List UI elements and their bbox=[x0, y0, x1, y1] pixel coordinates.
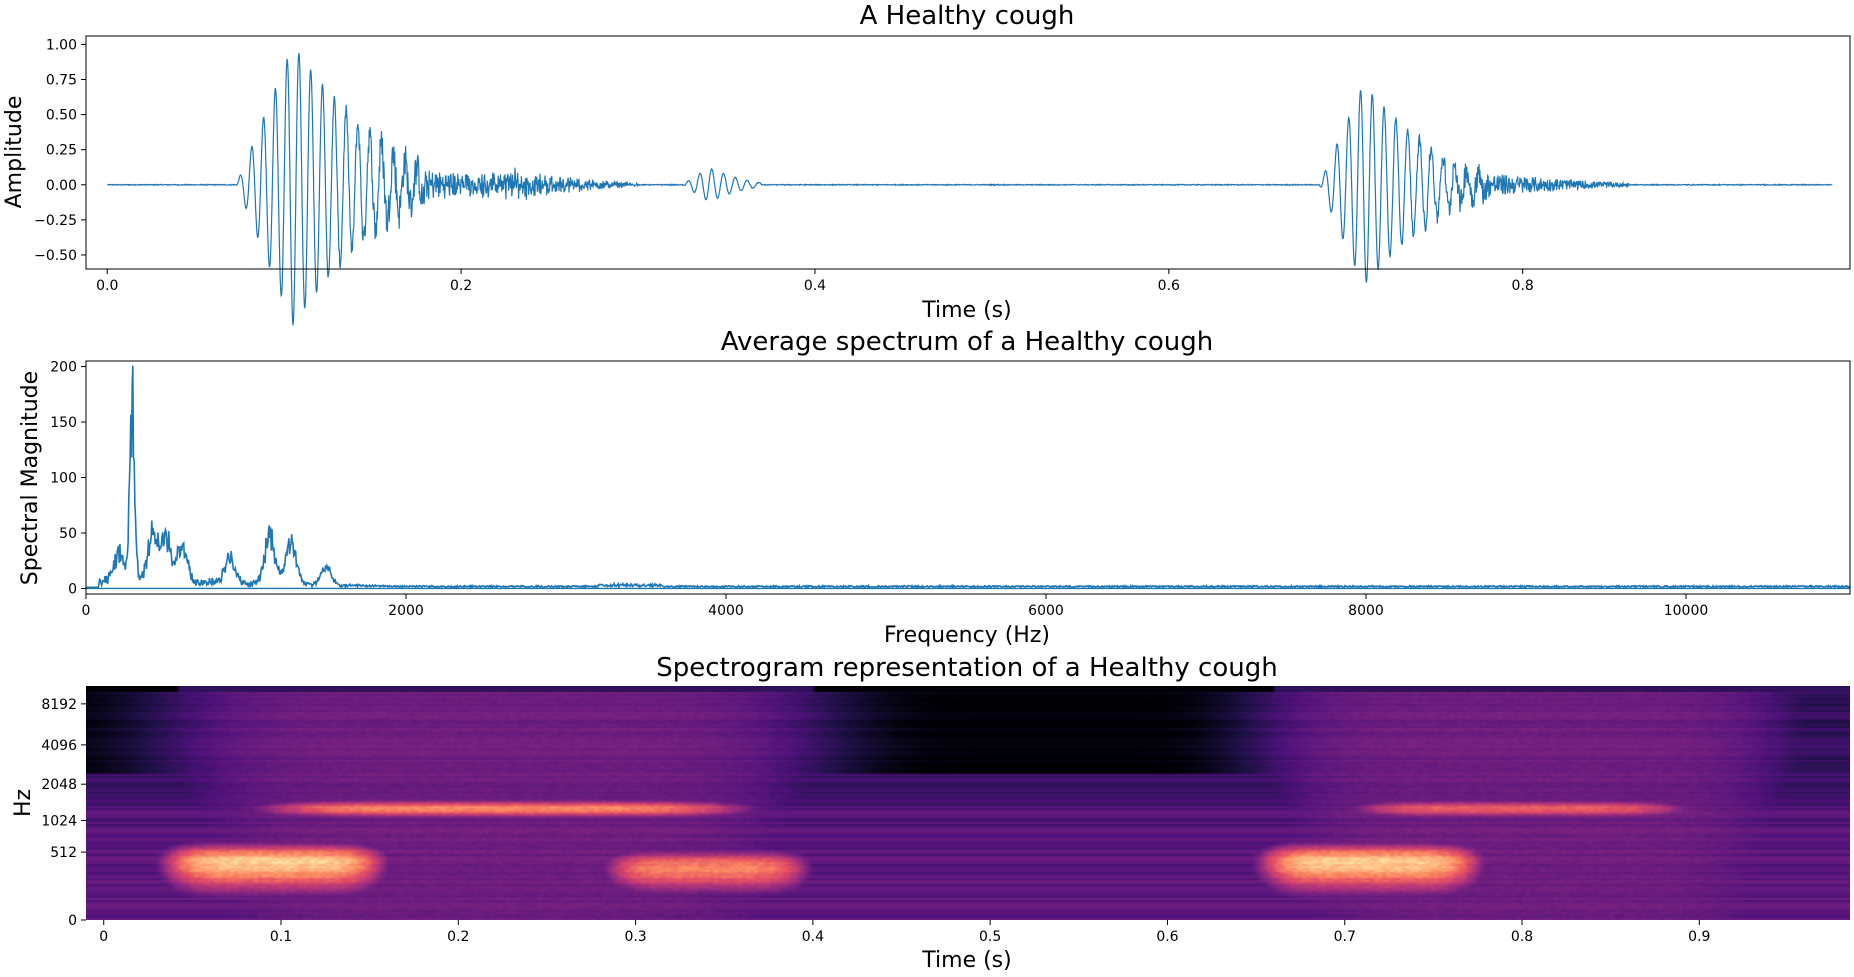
spectrum-title: Average spectrum of a Healthy cough bbox=[721, 327, 1214, 357]
x-tick-label: 0.1 bbox=[270, 929, 292, 945]
y-tick-label: 200 bbox=[50, 360, 77, 376]
spectrogram-image-container bbox=[86, 686, 1850, 920]
y-tick-label: 512 bbox=[50, 845, 77, 861]
x-tick-label: 0 bbox=[82, 603, 91, 619]
x-tick-label: 0.7 bbox=[1334, 929, 1356, 945]
x-tick-label: 0.9 bbox=[1688, 929, 1710, 945]
waveform-plot-area bbox=[106, 53, 1833, 326]
x-tick-label: 2000 bbox=[388, 603, 424, 619]
spectrum-plot-area bbox=[86, 365, 1851, 590]
x-tick-label: 10000 bbox=[1664, 603, 1709, 619]
x-tick-label: 0.3 bbox=[624, 929, 646, 945]
x-tick-label: 0.8 bbox=[1512, 278, 1534, 294]
spectrum-x-ticks: 0 2000 4000 6000 8000 10000 bbox=[82, 594, 1709, 619]
spectrogram-heatmap bbox=[86, 686, 1850, 920]
x-tick-label: 0.5 bbox=[979, 929, 1001, 945]
spectrum-axes-frame bbox=[85, 360, 1851, 595]
waveform-panel: A Healthy cough 0.0 0.2 0.4 0.6 0.8 1.00 0.75… bbox=[2, 1, 1851, 326]
spectrum-y-ticks: 0 50 100 150 200 bbox=[50, 360, 86, 597]
y-tick-label: 0.00 bbox=[46, 178, 77, 194]
x-tick-label: 0.2 bbox=[447, 929, 469, 945]
y-tick-label: 50 bbox=[59, 526, 77, 542]
waveform-axes-frame bbox=[85, 35, 1851, 270]
waveform-title: A Healthy cough bbox=[860, 1, 1075, 31]
x-tick-label: 4000 bbox=[708, 603, 744, 619]
x-tick-label: 0.4 bbox=[802, 929, 824, 945]
x-tick-label: 6000 bbox=[1028, 603, 1064, 619]
y-tick-label: 2048 bbox=[41, 777, 77, 793]
x-tick-label: 0.4 bbox=[804, 278, 826, 294]
spectrogram-panel: Spectrogram representation of a Healthy … bbox=[11, 653, 1850, 973]
spectrogram-x-label: Time (s) bbox=[921, 948, 1011, 973]
y-tick-label: 0.50 bbox=[46, 108, 77, 124]
y-tick-label: 100 bbox=[50, 471, 77, 487]
y-tick-label: 0 bbox=[68, 913, 77, 929]
y-tick-label: 0 bbox=[68, 581, 77, 597]
spectrum-series-line bbox=[86, 365, 1851, 590]
spectrum-x-label: Frequency (Hz) bbox=[884, 623, 1050, 648]
x-tick-label: 0.6 bbox=[1156, 929, 1178, 945]
x-tick-label: 0.6 bbox=[1158, 278, 1180, 294]
spectrum-panel: Average spectrum of a Healthy cough 0 200… bbox=[18, 327, 1851, 648]
y-tick-label: 150 bbox=[50, 415, 77, 431]
y-tick-label: 8192 bbox=[41, 697, 77, 713]
y-tick-label: −0.50 bbox=[34, 248, 77, 264]
x-tick-label: 0.0 bbox=[96, 278, 118, 294]
y-tick-label: 1.00 bbox=[46, 37, 77, 53]
y-tick-label: 0.25 bbox=[46, 143, 77, 159]
y-tick-label: 0.75 bbox=[46, 73, 77, 89]
waveform-series-line bbox=[106, 53, 1833, 326]
spectrogram-title: Spectrogram representation of a Healthy … bbox=[656, 653, 1277, 683]
x-tick-label: 0.2 bbox=[450, 278, 472, 294]
y-tick-label: 1024 bbox=[41, 814, 77, 830]
x-tick-label: 0.8 bbox=[1511, 929, 1533, 945]
spectrogram-x-ticks: 0 0.1 0.2 0.3 0.4 0.5 0.6 0.7 0.8 0.9 bbox=[99, 920, 1710, 945]
spectrum-y-label: Spectral Magnitude bbox=[18, 371, 43, 585]
spectrogram-y-ticks: 0 512 1024 2048 4096 8192 bbox=[41, 697, 86, 929]
x-tick-label: 0 bbox=[99, 929, 108, 945]
waveform-y-ticks: 1.00 0.75 0.50 0.25 0.00 −0.25 −0.50 bbox=[34, 37, 86, 264]
y-tick-label: 4096 bbox=[41, 738, 77, 754]
x-tick-label: 8000 bbox=[1348, 603, 1384, 619]
spectrogram-y-label: Hz bbox=[11, 789, 36, 817]
y-tick-label: −0.25 bbox=[34, 213, 77, 229]
waveform-x-label: Time (s) bbox=[921, 298, 1011, 323]
waveform-x-ticks: 0.0 0.2 0.4 0.6 0.8 bbox=[96, 269, 1534, 294]
waveform-y-label: Amplitude bbox=[2, 96, 27, 209]
